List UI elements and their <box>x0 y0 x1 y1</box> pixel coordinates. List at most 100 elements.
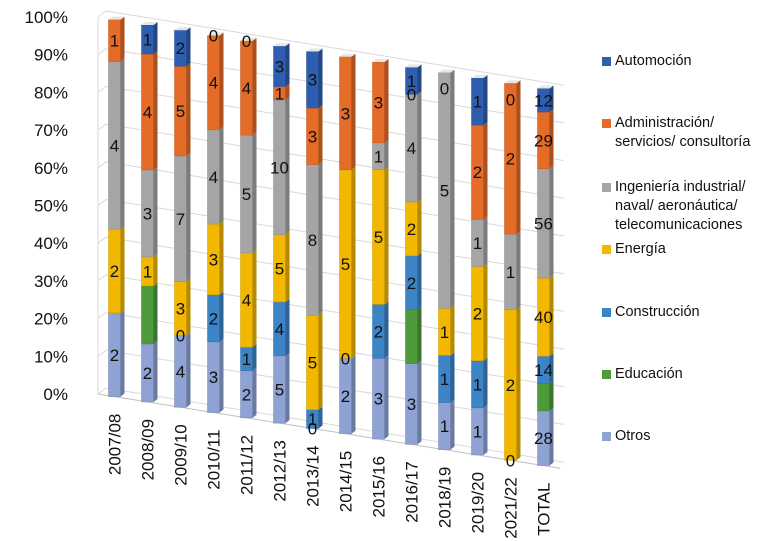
bar-otros-side <box>450 399 455 450</box>
bar-top-cap <box>108 16 125 20</box>
gridline <box>97 10 565 86</box>
x-tick-label: 2010/11 <box>205 430 224 490</box>
bar-otros-side <box>549 407 554 466</box>
gridline <box>97 312 565 388</box>
gridline <box>97 387 565 463</box>
data-label: 5 <box>440 181 449 200</box>
bar-otros-side <box>285 352 290 424</box>
stacked-bar-chart: 0%10%20%30%40%50%60%70%80%90%100%2241200… <box>25 8 565 539</box>
data-label: 1 <box>440 323 449 342</box>
bar-energ-a-side <box>549 275 554 357</box>
y-tick-label: 0% <box>43 385 68 404</box>
data-label: 4 <box>407 139 416 158</box>
data-label: 1 <box>374 147 383 166</box>
bar-top-cap <box>504 80 521 84</box>
bar-energ-a-side <box>252 249 257 348</box>
bar-administraci-n-side <box>384 59 389 143</box>
x-tick-label: 2014/15 <box>337 451 356 512</box>
gridline <box>97 198 565 275</box>
data-label: 4 <box>275 320 284 339</box>
bar-administraci-n-side <box>153 50 158 170</box>
data-label: 2 <box>176 39 185 58</box>
legend-label: Automoción <box>615 53 692 69</box>
data-label: 0 <box>341 349 350 368</box>
gridline <box>97 274 565 350</box>
y-tick-label: 40% <box>34 234 68 253</box>
y-tick-label: 10% <box>34 347 68 366</box>
bar-construcci-n-side <box>285 298 290 356</box>
data-label: 4 <box>110 136 119 155</box>
bar-energ-a-side <box>120 226 125 313</box>
x-tick-label: TOTAL <box>535 483 554 536</box>
bar-top-cap <box>438 69 455 73</box>
bar-construcci-n-side <box>450 352 455 403</box>
bar-ingenier-a-industrial-side <box>186 152 191 282</box>
x-tick-label: 2008/09 <box>139 419 158 480</box>
bar-ingenier-a-industrial-side <box>549 165 554 279</box>
data-label: 4 <box>176 362 185 381</box>
data-label: 2 <box>407 274 416 293</box>
data-label: 12 <box>534 91 553 110</box>
bar-ingenier-a-industrial-side <box>417 91 422 202</box>
data-label: 0 <box>308 419 317 438</box>
bar-ingenier-a-industrial-side <box>516 231 521 310</box>
bar-ingenier-a-industrial-side <box>483 216 488 267</box>
bar-ingenier-a-industrial-side <box>384 139 389 170</box>
bar-ingenier-a-industrial-side <box>219 126 224 225</box>
x-tick-label: 2012/13 <box>271 440 290 501</box>
bar-educaci-n-side <box>153 282 158 344</box>
data-label: 10 <box>270 158 289 177</box>
y-tick-label: 30% <box>34 272 68 291</box>
bar-construcci-n-side <box>417 252 422 310</box>
gridline <box>97 236 565 312</box>
bar-ingenier-a-industrial-side <box>252 132 257 253</box>
bar-otros-side <box>252 367 257 418</box>
bar-educaci-n <box>141 285 154 345</box>
bar-administraci-n-side <box>549 108 554 169</box>
bar-energ-a-side <box>516 306 521 461</box>
data-label: 40 <box>534 308 553 327</box>
data-label: 3 <box>209 250 218 269</box>
legend-item-administraci-n: Administración/ servicios/ consultoría <box>602 114 784 152</box>
bar-automoci-n-side <box>318 48 323 108</box>
data-label: 0 <box>407 85 416 104</box>
bar-energ-a-side <box>417 198 422 256</box>
data-label: 5 <box>275 380 284 399</box>
data-label: 1 <box>242 350 251 369</box>
bar-administraci-n-side <box>285 83 290 101</box>
bar-otros-side <box>186 332 191 408</box>
bar-ingenier-a-industrial-side <box>153 166 158 257</box>
data-label: 0 <box>506 451 515 470</box>
bar-top-cap <box>306 48 323 52</box>
data-label: 3 <box>143 204 152 223</box>
bar-energ-a-side <box>153 253 158 286</box>
data-label: 2 <box>341 387 350 406</box>
bar-otros-side <box>120 309 125 397</box>
y-tick-label: 100% <box>25 8 68 27</box>
floor-line <box>97 393 561 469</box>
data-label: 1 <box>275 84 284 103</box>
y-tick-label: 90% <box>34 46 68 65</box>
data-label: 3 <box>176 300 185 319</box>
x-tick-label: 2009/10 <box>172 424 191 485</box>
data-label: 1 <box>143 262 152 281</box>
bar-automoci-n-side <box>153 21 158 54</box>
legend-label: Energía <box>615 241 666 257</box>
bar-energ-a-side <box>351 166 356 359</box>
x-tick-label: 2018/19 <box>436 467 455 528</box>
legend-swatch <box>602 57 611 66</box>
data-label: 14 <box>534 361 553 380</box>
data-label: 0 <box>440 80 449 99</box>
legend-label: Ingeniería industrial/ naval/ aeronáutic… <box>615 179 746 233</box>
bar-administraci-n-side <box>516 80 521 235</box>
bar-top-cap <box>240 37 257 41</box>
data-label: 3 <box>407 395 416 414</box>
bar-energ-a-side <box>483 263 488 361</box>
bar-otros-side <box>417 360 422 445</box>
bar-construcci-n-side <box>549 353 554 384</box>
bar-top-cap <box>273 43 290 47</box>
x-tick-label: 2013/14 <box>304 445 323 506</box>
data-label: 3 <box>275 57 284 76</box>
legend-label: Otros <box>615 428 651 444</box>
x-tick-label: 2007/08 <box>106 414 125 475</box>
